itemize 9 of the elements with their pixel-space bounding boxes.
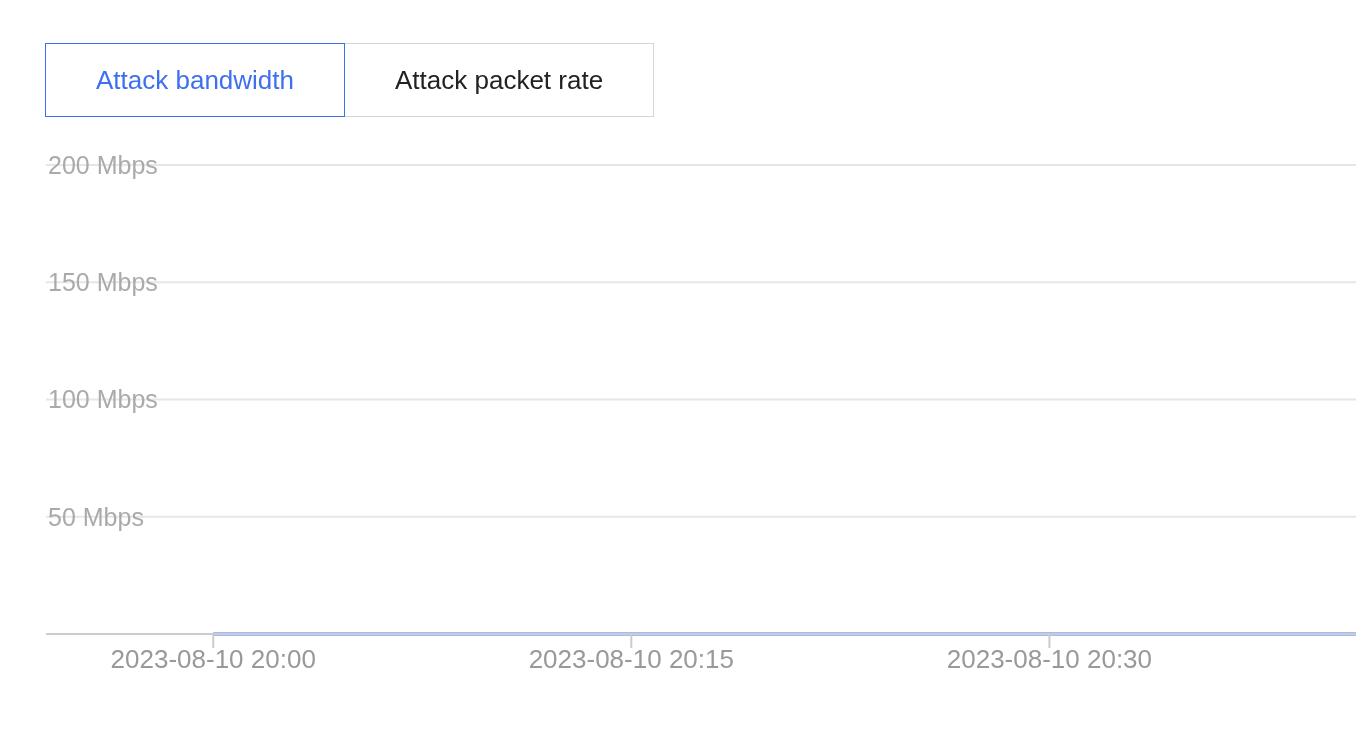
y-tick-label: 50 Mbps xyxy=(48,502,144,531)
tab[interactable]: Attack bandwidth xyxy=(45,43,345,117)
y-tick-label: 150 Mbps xyxy=(48,268,158,296)
y-tick-label: 200 Mbps xyxy=(48,150,158,179)
y-tick-label: 100 Mbps xyxy=(48,385,158,414)
x-tick-label: 2023-08-10 20:00 xyxy=(110,644,316,675)
x-tick-label: 2023-08-10 20:30 xyxy=(946,644,1153,675)
x-tick-label: 2023-08-10 20:15 xyxy=(528,644,734,675)
tab[interactable]: Attack packet rate xyxy=(344,43,655,117)
